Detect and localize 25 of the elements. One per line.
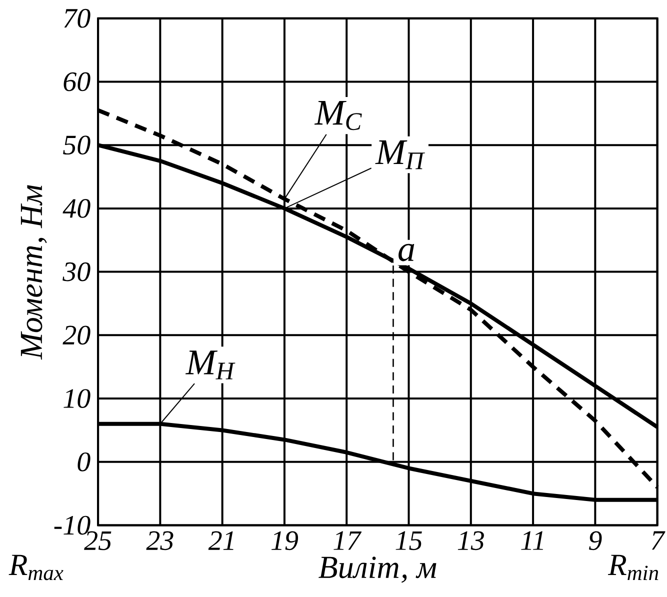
- y-tick-label: 30: [62, 262, 90, 282]
- x-tick-label: 11: [521, 531, 544, 550]
- text: R$_{max}$: [8, 554, 64, 580]
- x-tick-label: 7: [652, 531, 666, 550]
- y-tick-label: 50: [63, 135, 90, 154]
- y-axis-title: Момент, Нм: [20, 185, 47, 360]
- series-label: M$_{Н}$: [185, 350, 236, 380]
- x-tick-label: 15: [396, 531, 422, 550]
- x-tick-label: 21: [208, 531, 234, 550]
- x-tick-label: 9: [588, 531, 602, 550]
- y-tick-label: 0: [78, 452, 90, 472]
- y-tick-label: 40: [62, 198, 90, 218]
- y-tick-label: 20: [62, 326, 90, 344]
- x-tick-label: 19: [271, 531, 298, 550]
- x-tick-label: 17: [334, 531, 362, 550]
- text: M$_{С}$: [314, 100, 362, 130]
- y-tick-label: 70: [64, 8, 90, 28]
- y-tick-label: 10: [64, 388, 90, 408]
- annotation: a: [398, 244, 414, 262]
- y-tick-label: 60: [64, 72, 90, 92]
- x-tick-label: 13: [458, 531, 484, 550]
- text: R$_{min}$: [608, 554, 658, 580]
- legend-label: M$_{П}$: [375, 140, 426, 169]
- x-tick-label: 23: [146, 531, 174, 550]
- x-axis-title: Виліт, м: [318, 556, 436, 583]
